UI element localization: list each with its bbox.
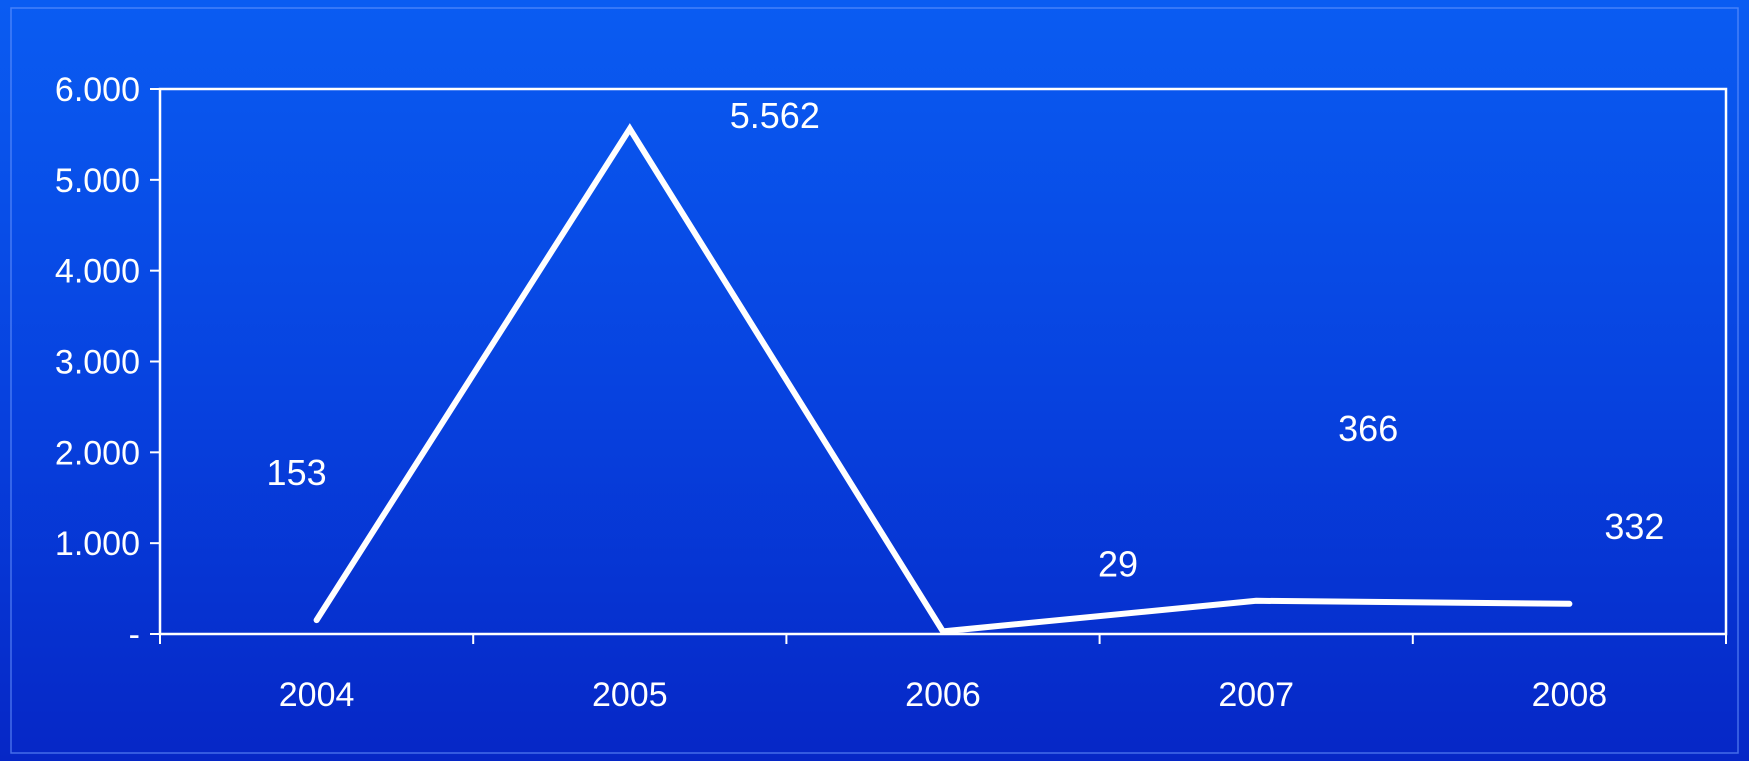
data-label: 366: [1338, 408, 1398, 449]
x-axis: 2004 2005 2006 2007 2008: [159, 634, 1727, 714]
data-label: 29: [1098, 543, 1138, 584]
data-label: 153: [267, 452, 327, 493]
y-tick-label: 1.000: [55, 525, 140, 563]
y-tick-label: 5.000: [55, 162, 140, 200]
data-label: 332: [1604, 506, 1664, 547]
series-line: [313, 123, 1573, 635]
y-tick-label: 4.000: [55, 253, 140, 291]
y-tick-label: 3.000: [55, 344, 140, 382]
x-tick-label: 2005: [592, 676, 668, 714]
y-tick-label: -: [129, 616, 140, 654]
data-labels: 153 5.562 29 366 332: [267, 95, 1665, 585]
x-tick-label: 2006: [905, 676, 981, 714]
y-tick-label: 2.000: [55, 434, 140, 472]
plot-area-frame: [158, 87, 1728, 636]
x-tick-label: 2007: [1218, 676, 1294, 714]
outer-frame: [10, 7, 1739, 754]
y-tick-label: 6.000: [55, 71, 140, 109]
data-label: 5.562: [730, 95, 820, 136]
x-tick-label: 2004: [279, 676, 355, 714]
x-tick-label: 2008: [1532, 676, 1608, 714]
y-axis: - 1.000 2.000 3.000 4.000 5.000 6.000: [55, 71, 160, 654]
